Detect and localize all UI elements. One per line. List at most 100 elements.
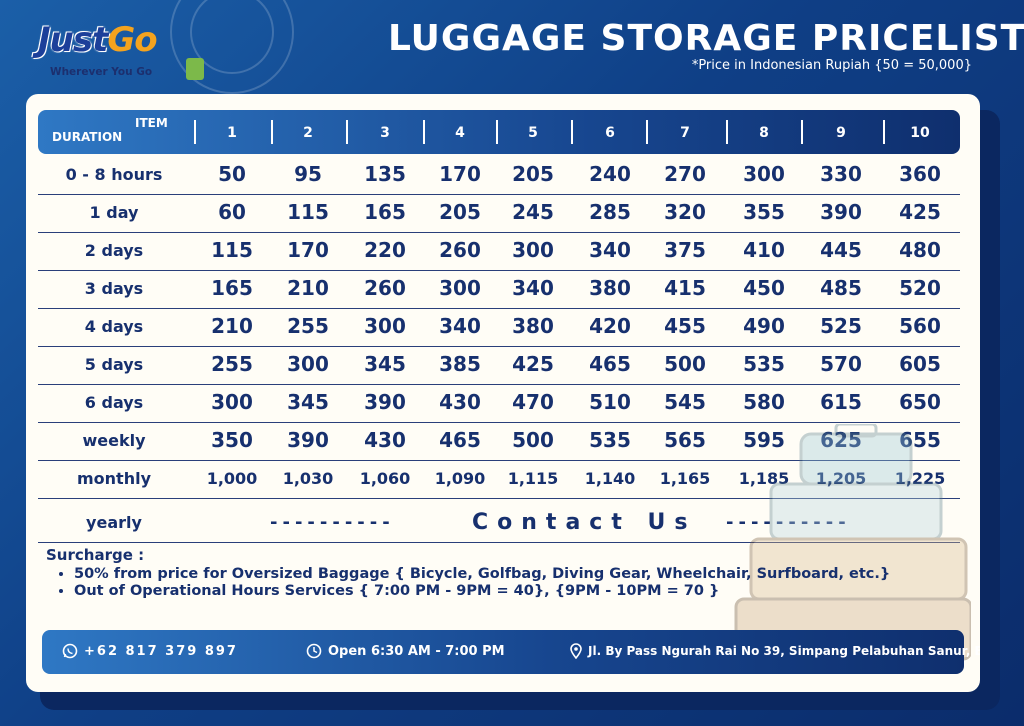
price-cell: 380 [589,276,631,300]
location-pin-icon [570,643,582,659]
header-separator [883,120,885,144]
row-label: monthly [76,469,151,488]
luggage-stack-illustration [734,424,971,661]
table-row: 0 - 8 hours 50 95 135 170 205 240 270 300 330 360 [38,156,960,195]
column-header-item-count: 10 [910,125,930,141]
surcharge-item: Out of Operational Hours Services { 7:00… [74,583,890,599]
price-cell: 500 [664,352,706,376]
price-cell: 300 [287,352,329,376]
address: Jl. By Pass Ngurah Rai No 39, Simpang Pe… [588,644,980,658]
price-cell: 300 [364,314,406,338]
price-cell: 535 [743,352,785,376]
header-separator [496,120,498,144]
price-cell: 135 [364,162,406,186]
price-cell: 390 [820,200,862,224]
price-cell: 425 [512,352,554,376]
price-cell: 570 [820,352,862,376]
price-cell: 340 [512,276,554,300]
table-row: 5 days 255 300 345 385 425 465 500 535 570 605 [38,346,960,385]
logo-wordmark: JustGo [38,20,158,60]
price-cell: 170 [287,238,329,262]
price-cell: 1,000 [206,469,258,488]
row-label: 2 days [84,241,144,260]
header-separator [571,120,573,144]
price-cell: 350 [211,428,253,452]
header-duration-label: DURATION [52,130,123,144]
price-cell: 95 [294,162,322,186]
column-header-item-count: 1 [227,125,237,141]
price-cell: 390 [364,390,406,414]
price-cell: 520 [899,276,941,300]
price-cell: 340 [589,238,631,262]
price-cell: 410 [743,238,785,262]
price-cell: 255 [287,314,329,338]
price-cell: 60 [218,200,246,224]
phone-number: +62 817 379 897 [84,644,238,659]
price-cell: 625 [803,428,879,452]
price-cell: 385 [439,352,481,376]
price-cell: 1,090 [434,469,486,488]
price-cell: 355 [743,200,785,224]
contact-footer: +62 817 379 897 Open 6:30 AM - 7:00 PM J… [42,630,980,674]
price-cell: 1,205 [803,469,879,488]
price-cell: 1,030 [282,469,334,488]
table-row: 3 days 165 210 260 300 340 380 415 450 485 520 [38,270,960,309]
price-cell: 320 [664,200,706,224]
surcharge-list: 50% from price for Oversized Baggage { B… [56,566,890,599]
price-cell: 270 [664,162,706,186]
row-label: 3 days [84,279,144,298]
price-cell: 1,060 [359,469,411,488]
page-title: LUGGAGE STORAGE PRICELIST [388,18,1024,59]
price-cell: 240 [589,162,631,186]
price-cell: 615 [820,390,862,414]
price-cell: 50 [218,162,246,186]
column-header-item-count: 6 [605,125,615,141]
price-cell: 1,115 [507,469,559,488]
price-cell: 455 [664,314,706,338]
price-cell: 545 [664,390,706,414]
table-row: 2 days 115 170 220 260 300 340 375 410 445 480 [38,232,960,271]
table-row: 1 day 60 115 165 205 245 285 320 355 390 425 [38,194,960,233]
suitcase-icon [186,58,204,80]
brand-logo: JustGo Wherever You Go [38,20,204,85]
decorative-circle [190,0,274,74]
price-cell: 390 [287,428,329,452]
price-cell: 330 [820,162,862,186]
column-header-item-count: 4 [455,125,465,141]
table-row-yearly: yearly ---------- Contact Us ---------- [38,504,960,543]
header-separator [726,120,728,144]
price-cell: 300 [439,276,481,300]
column-header-item-count: 3 [380,125,390,141]
row-label: 1 day [89,203,139,222]
header-item-label: ITEM [135,116,168,130]
price-cell: 510 [589,390,631,414]
price-cell: 415 [664,276,706,300]
table-row: weekly 350 390 430 465 500 535 565 595 625 655 [38,422,960,461]
price-cell: 300 [211,390,253,414]
price-cell: 360 [899,162,941,186]
price-cell: 1,225 [894,469,946,488]
price-cell: 115 [211,238,253,262]
price-cell: 595 [743,428,785,452]
price-cell: 560 [899,314,941,338]
price-cell: 165 [364,200,406,224]
column-header-item-count: 8 [759,125,769,141]
price-cell: 255 [211,352,253,376]
price-cell: 220 [364,238,406,262]
price-cell: 300 [743,162,785,186]
price-cell: 465 [439,428,481,452]
pricelist-card: ITEM DURATION 1 2 3 4 5 6 7 8 9 10 0 - 8 hours 50 9… [26,94,980,692]
price-cell: 260 [439,238,481,262]
price-cell: 490 [743,314,785,338]
header-separator [346,120,348,144]
price-cell: 480 [899,238,941,262]
opening-hours: Open 6:30 AM - 7:00 PM [328,644,505,659]
table-row: monthly 1,000 1,030 1,060 1,090 1,115 1,140 1,1… [38,460,960,499]
price-cell: 565 [664,428,706,452]
price-cell: 205 [512,162,554,186]
price-cell: 650 [899,390,941,414]
price-cell: 465 [589,352,631,376]
column-header-item-count: 5 [528,125,538,141]
price-cell: 205 [439,200,481,224]
price-cell: 340 [439,314,481,338]
